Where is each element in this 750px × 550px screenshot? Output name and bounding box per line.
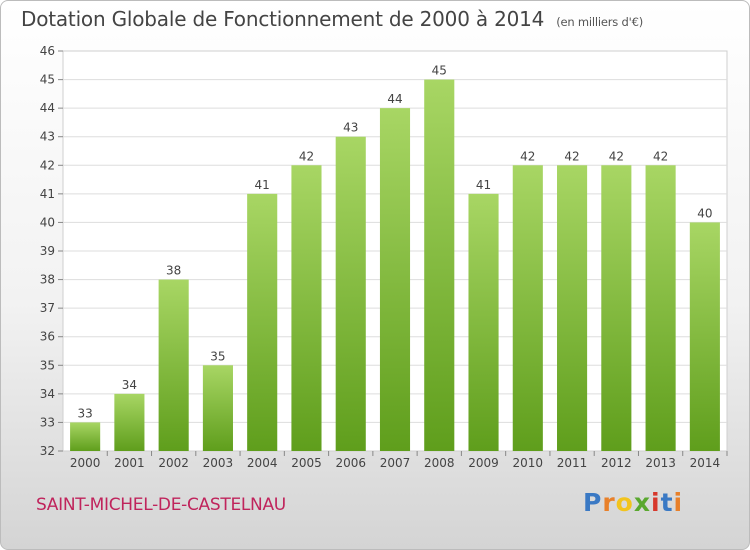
bar bbox=[335, 136, 366, 451]
city-name: SAINT-MICHEL-DE-CASTELNAU bbox=[36, 495, 286, 515]
bar-value-label: 42 bbox=[653, 149, 668, 163]
bar-value-label: 40 bbox=[697, 206, 712, 220]
bar-value-label: 34 bbox=[122, 378, 137, 392]
x-tick-label: 2003 bbox=[203, 456, 234, 470]
logo-letter: o bbox=[615, 488, 634, 517]
x-axis-tick-labels: 2000 2001 2002 2003 2004 2005 2006 2007 2008 2009… bbox=[70, 456, 720, 470]
y-axis-tick-labels: 32 33 34 35 36 37 38 39 40 41 42 43 44 45 46 bbox=[40, 44, 55, 458]
y-tick-label: 39 bbox=[40, 244, 55, 258]
chart-subtitle: (en milliers d'€) bbox=[556, 15, 644, 29]
x-tick-label: 2012 bbox=[601, 456, 632, 470]
proxiti-logo: Proxiti bbox=[583, 488, 683, 517]
y-tick-label: 33 bbox=[40, 415, 55, 429]
x-tick-label: 2005 bbox=[291, 456, 322, 470]
bar-value-label: 38 bbox=[166, 264, 181, 278]
bar-value-label: 44 bbox=[387, 92, 402, 106]
bar bbox=[512, 165, 543, 452]
bar bbox=[645, 165, 676, 452]
logo-letter: i bbox=[651, 488, 661, 517]
bar-value-label: 42 bbox=[299, 149, 314, 163]
bar-value-label: 42 bbox=[520, 149, 535, 163]
x-tick-label: 2001 bbox=[114, 456, 145, 470]
bar bbox=[247, 193, 278, 451]
bar bbox=[70, 422, 101, 451]
bar-value-label: 35 bbox=[210, 349, 225, 363]
logo-letter: P bbox=[583, 488, 603, 517]
bar bbox=[424, 79, 455, 452]
y-tick-label: 45 bbox=[40, 73, 55, 87]
x-tick-label: 2009 bbox=[468, 456, 499, 470]
bar-value-label: 42 bbox=[609, 149, 624, 163]
x-tick-label: 2007 bbox=[380, 456, 411, 470]
y-tick-label: 41 bbox=[40, 187, 55, 201]
bar bbox=[291, 165, 322, 452]
y-tick-label: 44 bbox=[40, 101, 55, 115]
logo-letter: t bbox=[660, 488, 674, 517]
y-tick-label: 43 bbox=[40, 130, 55, 144]
chart-title-text: Dotation Globale de Fonctionnement de 20… bbox=[21, 7, 545, 31]
logo-letter: r bbox=[602, 488, 616, 517]
x-tick-label: 2013 bbox=[645, 456, 676, 470]
bar bbox=[114, 393, 145, 451]
chart-title: Dotation Globale de Fonctionnement de 20… bbox=[21, 7, 643, 31]
bar-value-label: 45 bbox=[432, 64, 447, 78]
bar bbox=[689, 222, 720, 451]
x-tick-label: 2000 bbox=[70, 456, 101, 470]
y-tick-label: 42 bbox=[40, 158, 55, 172]
bar bbox=[202, 365, 233, 451]
bar-value-label: 41 bbox=[476, 178, 491, 192]
bar bbox=[379, 108, 411, 452]
bar-value-label: 41 bbox=[255, 178, 270, 192]
bar bbox=[158, 279, 189, 451]
y-tick-label: 35 bbox=[40, 358, 55, 372]
bars bbox=[70, 79, 720, 452]
bar-value-label: 43 bbox=[343, 121, 358, 135]
bar bbox=[601, 165, 632, 452]
logo-letter: x bbox=[633, 488, 651, 517]
logo-letter: i bbox=[673, 488, 684, 517]
bar bbox=[468, 193, 499, 451]
bar bbox=[557, 165, 588, 452]
x-tick-label: 2008 bbox=[424, 456, 455, 470]
y-tick-label: 37 bbox=[40, 301, 55, 315]
bar-value-label: 33 bbox=[77, 406, 92, 420]
x-tick-label: 2002 bbox=[158, 456, 189, 470]
x-tick-label: 2010 bbox=[513, 456, 544, 470]
y-tick-label: 40 bbox=[40, 215, 55, 229]
y-tick-label: 36 bbox=[40, 330, 55, 344]
x-tick-label: 2006 bbox=[335, 456, 366, 470]
x-tick-label: 2004 bbox=[247, 456, 278, 470]
x-tick-label: 2014 bbox=[690, 456, 721, 470]
bar-value-label: 42 bbox=[564, 149, 579, 163]
x-tick-label: 2011 bbox=[557, 456, 588, 470]
y-tick-label: 46 bbox=[40, 44, 55, 58]
bar-value-labels: 33 34 38 35 41 42 43 44 45 41 42 42 42 42 40 bbox=[77, 64, 712, 421]
y-tick-label: 34 bbox=[40, 387, 55, 401]
y-tick-label: 38 bbox=[40, 273, 55, 287]
y-tick-label: 32 bbox=[40, 444, 55, 458]
